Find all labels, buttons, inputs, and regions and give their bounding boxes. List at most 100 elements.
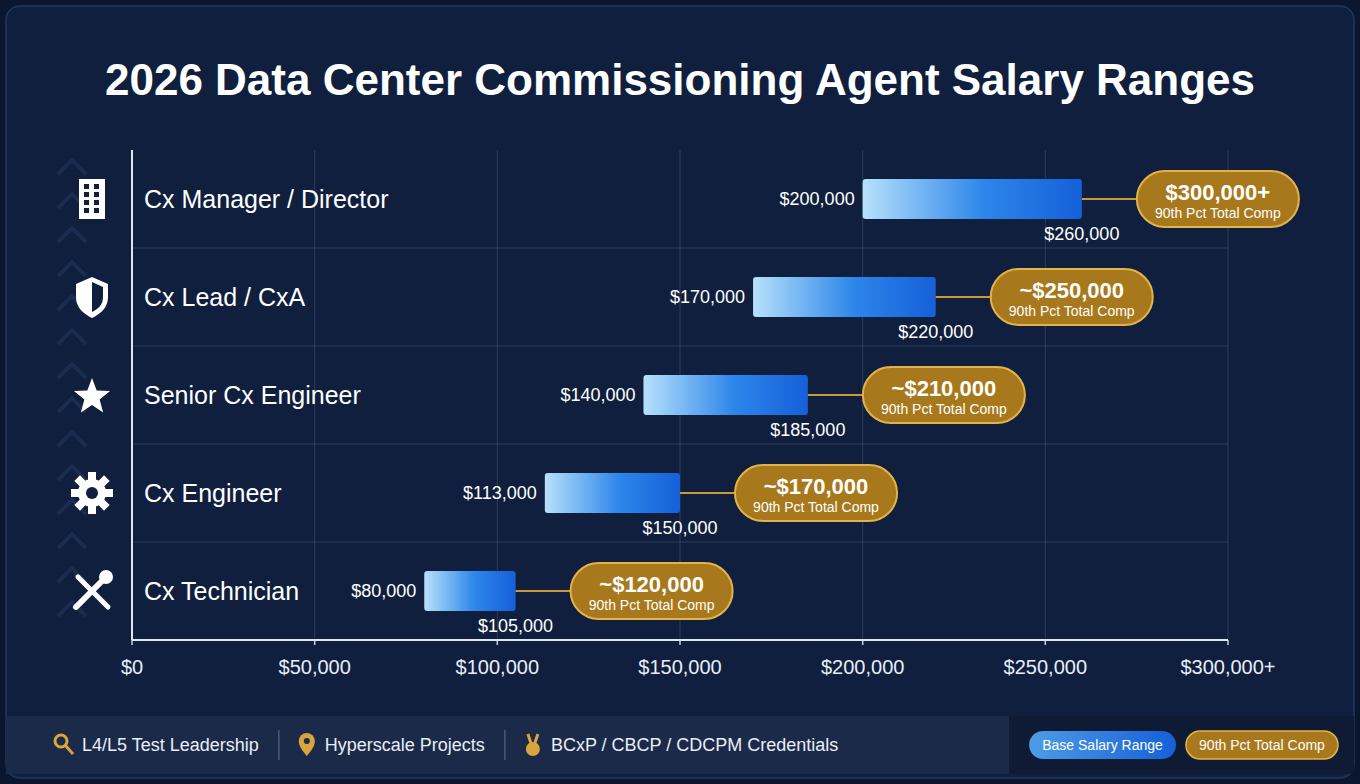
footer-icon (299, 733, 315, 756)
icon-medal (526, 742, 540, 756)
badge-value: ~$210,000 (892, 376, 997, 401)
decor-chevron (58, 534, 86, 548)
category-icon (74, 378, 110, 412)
footer-icon (55, 735, 73, 754)
tick-label: $50,000 (279, 656, 351, 678)
badge-connector (936, 296, 991, 298)
icon-wrench-head (99, 570, 113, 584)
badge-caption: 90th Pct Total Comp (1009, 303, 1135, 319)
grid-line (497, 150, 498, 640)
category-label: Cx Lead / CxA (144, 283, 306, 311)
icon-pin-hole (304, 738, 310, 744)
badge-caption: 90th Pct Total Comp (1155, 205, 1281, 221)
tick-label: $100,000 (456, 656, 539, 678)
icon-key-stem (65, 745, 73, 754)
range-bar (863, 179, 1082, 219)
title: 2026 Data Center Commissioning Agent Sal… (105, 55, 1255, 104)
badge-caption: 90th Pct Total Comp (589, 597, 715, 613)
legend-label: Base Salary Range (1042, 737, 1163, 753)
comp-badge (863, 367, 1025, 423)
badge-value: ~$170,000 (764, 474, 869, 499)
category-icon (79, 179, 105, 219)
legend-swatch (1186, 731, 1338, 759)
comp-badge (571, 563, 733, 619)
decor-chevron (58, 228, 86, 242)
end-label: $150,000 (642, 518, 717, 538)
x-axis (132, 639, 1228, 641)
footnote: L4/L5 Test Leadership (82, 735, 259, 755)
badge-connector (516, 590, 571, 592)
icon-shield (76, 277, 108, 318)
footnote: BCxP / CBCP / CDCPM Credentials (551, 735, 838, 755)
icon-screwdriver (78, 577, 108, 607)
category-label: Cx Manager / Director (144, 185, 389, 213)
background (0, 0, 1360, 784)
end-label: $105,000 (478, 616, 553, 636)
end-label: $185,000 (770, 420, 845, 440)
icon-shield-half (92, 282, 103, 312)
category-icon (71, 472, 113, 514)
y-axis (131, 150, 133, 640)
footer-separator (504, 730, 506, 760)
icon-window (84, 200, 89, 205)
tick-label: $0 (121, 656, 143, 678)
icon-window (94, 208, 99, 213)
icon-building (79, 179, 105, 219)
start-label: $113,000 (463, 483, 537, 503)
legend: Base Salary Range90th Pct Total Comp (1009, 716, 1354, 774)
comp-badge (735, 465, 897, 521)
comp-badge (991, 269, 1153, 325)
chart-root: 2026 Data Center Commissioning Agent Sal… (0, 0, 1360, 784)
range-bar (753, 277, 936, 317)
tick-label: $300,000+ (1180, 656, 1275, 678)
badge-caption: 90th Pct Total Comp (881, 401, 1007, 417)
end-label: $260,000 (1044, 224, 1119, 244)
decor-chevron (58, 432, 86, 446)
start-label: $80,000 (351, 581, 416, 601)
icon-star (74, 378, 110, 412)
legend-swatch (1029, 731, 1176, 759)
row-divider (132, 444, 1228, 445)
labels: $200,000 $260,000 $170,000 $220,000 $140,000… (351, 171, 1299, 636)
decor-chevron (58, 330, 86, 344)
decor-chevron (58, 160, 86, 174)
tick-label: $250,000 (1004, 656, 1087, 678)
badge-connector (680, 492, 735, 494)
badge-connector (808, 394, 863, 396)
bars (424, 179, 1082, 611)
badge-value: ~$250,000 (1019, 278, 1124, 303)
icon-window (94, 184, 99, 189)
icon-pin (299, 733, 315, 756)
icon-window (84, 208, 89, 213)
footer-separator (278, 730, 280, 760)
start-label: $140,000 (560, 385, 635, 405)
end-label: $220,000 (898, 322, 973, 342)
footer-icon (526, 734, 540, 756)
start-label: $200,000 (780, 189, 855, 209)
icon-window (84, 184, 89, 189)
category-label: Senior Cx Engineer (144, 381, 361, 409)
tick-label: $200,000 (821, 656, 904, 678)
range-bar (424, 571, 515, 611)
icon-gear (78, 479, 106, 507)
icon-gear-hole (86, 487, 98, 499)
badge-caption: 90th Pct Total Comp (753, 499, 879, 515)
footnote: Hyperscale Projects (325, 735, 485, 755)
panel (6, 6, 1354, 778)
category-icon (76, 570, 113, 607)
tick-label: $150,000 (638, 656, 721, 678)
icon-ribbon (528, 734, 538, 743)
category-label: Cx Engineer (144, 479, 282, 507)
badge-value: ~$120,000 (599, 572, 704, 597)
decor-chevron (58, 364, 86, 378)
icon-window (94, 192, 99, 197)
row-divider (132, 248, 1228, 249)
start-label: $170,000 (670, 287, 745, 307)
badge-value: $300,000+ (1166, 180, 1271, 205)
badge-connector (1082, 198, 1137, 200)
range-bar (545, 473, 680, 513)
grid-line (132, 150, 133, 640)
comp-badge (1137, 171, 1299, 227)
icon-window (84, 192, 89, 197)
category-icon (76, 277, 108, 318)
